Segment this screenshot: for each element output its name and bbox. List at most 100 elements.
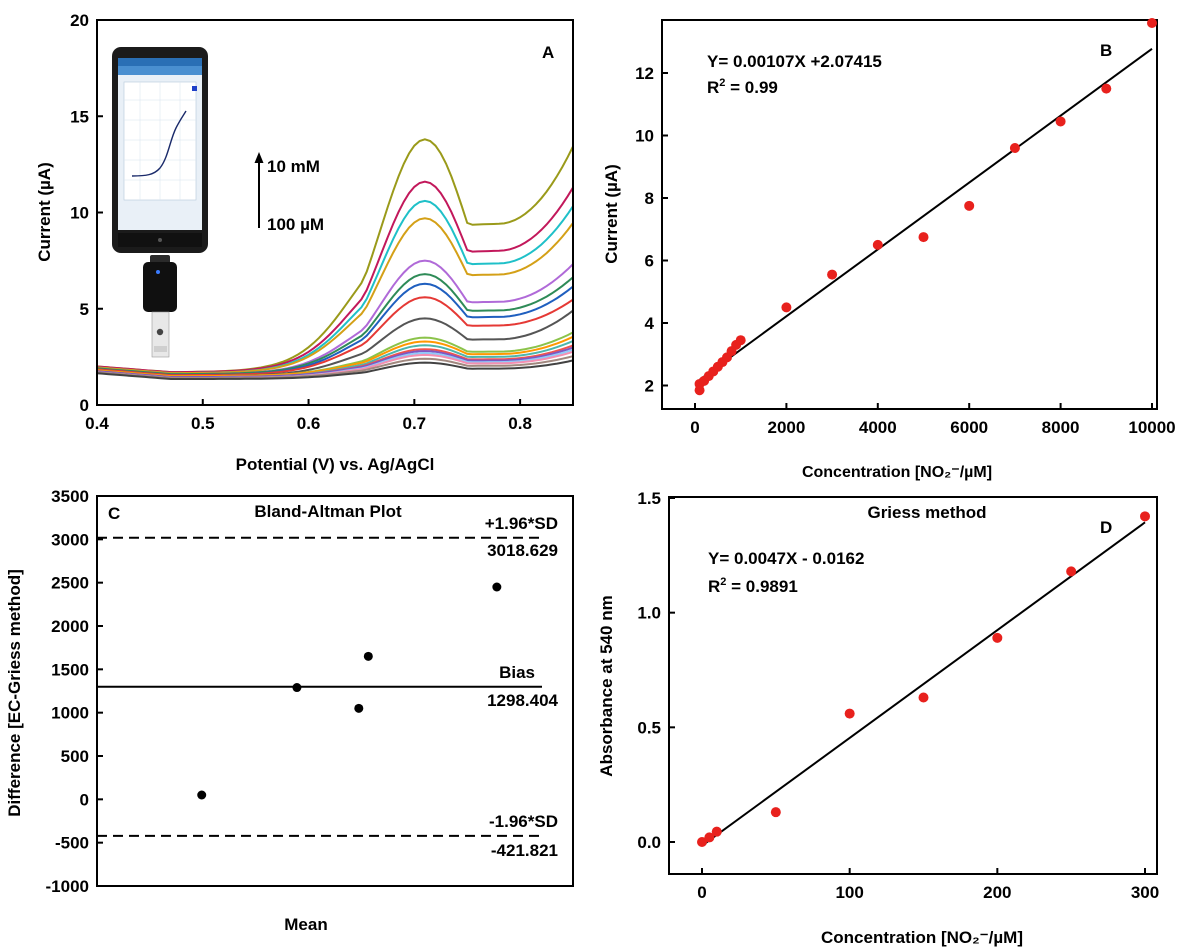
- panel-d-ytick-label: 1.0: [637, 604, 661, 623]
- panel-c-ytick-label: 2500: [51, 574, 89, 593]
- panel-a-ytick-label: 20: [70, 11, 89, 30]
- panel-b-equation: Y= 0.00107X +2.07415: [707, 52, 882, 71]
- panel-b-xtick-label: 0: [690, 418, 699, 437]
- panel-d-ticks: 0 100 200 300 0.0 0.5 1.0 1.5: [637, 489, 1159, 902]
- panel-c-ytick-label: 3500: [51, 487, 89, 506]
- panel-c-ytick-label: 1500: [51, 660, 89, 679]
- lower-limit-value: -421.821: [491, 841, 558, 860]
- panel-d-r2: R2 = 0.9891: [708, 576, 798, 596]
- panel-d-point: [1066, 566, 1077, 577]
- panel-d-point: [918, 692, 929, 703]
- panel-c-ytick-label: 1000: [51, 704, 89, 723]
- panel-b-point: [1009, 143, 1020, 153]
- panel-c-ylabel: Difference [EC-Griess method]: [5, 569, 24, 817]
- bias-label: Bias: [499, 663, 535, 682]
- panel-a-xlabel: Potential (V) vs. Ag/AgCl: [236, 455, 435, 474]
- panel-a-xtick-label: 0.8: [508, 414, 532, 433]
- panel-a-ytick-label: 10: [70, 204, 89, 223]
- panel-b-point: [1101, 83, 1112, 94]
- panel-b-point: [735, 335, 746, 346]
- panel-c-frame: [96, 495, 574, 887]
- panel-c-title: Bland-Altman Plot: [254, 502, 402, 521]
- bias-value: 1298.404: [487, 691, 558, 710]
- panel-b-xtick-label: 4000: [859, 418, 897, 437]
- upper-limit-value: 3018.629: [487, 541, 558, 560]
- panel-d-point: [711, 826, 722, 837]
- panel-b-xlabel: Concentration [NO₂⁻/µM]: [802, 464, 992, 481]
- panel-a-ytick-label: 15: [70, 107, 89, 126]
- panel-c-ytick-label: -1000: [46, 877, 89, 896]
- panel-b-point: [872, 239, 883, 250]
- panel-d-xtick-label: 0: [697, 883, 706, 902]
- panel-c-letter: C: [108, 504, 120, 523]
- panel-c-point: [197, 790, 207, 800]
- panel-c-ytick-label: 0: [80, 790, 89, 809]
- panel-b-ylabel: Current (µA): [602, 164, 621, 264]
- panel-b-point: [1055, 116, 1066, 127]
- panel-d-ylabel: Absorbance at 540 nm: [597, 595, 616, 776]
- panel-a-xtick-label: 0.5: [191, 414, 215, 433]
- panel-b-frame: [661, 19, 1158, 410]
- panel-d-point: [697, 837, 707, 847]
- annotation-bottom: 100 µM: [267, 215, 324, 234]
- panel-d-ytick-label: 0.0: [637, 833, 661, 852]
- panel-b-r2: R2 = 0.99: [707, 77, 778, 97]
- panel-a-xtick-label: 0.4: [85, 414, 109, 433]
- panel-b-ytick-label: 12: [635, 64, 654, 83]
- panel-a-ylabel: Current (µA): [35, 162, 54, 262]
- panel-b-point: [964, 200, 975, 211]
- panel-a-xtick-label: 0.7: [403, 414, 427, 433]
- panel-b-points: [694, 18, 1157, 396]
- panel-b: 0 2000 4000 6000 8000 10000 2 4 6 8 10 12 Y= 0.0010…: [602, 18, 1176, 481]
- panel-b-xtick-label: 6000: [950, 418, 988, 437]
- panel-d-ytick-label: 0.5: [637, 718, 661, 737]
- panel-b-fit-line: [698, 48, 1153, 381]
- smartphone-icon: [112, 47, 208, 358]
- panel-b-xtick-label: 2000: [767, 418, 805, 437]
- panel-d-frame: [668, 496, 1158, 875]
- panel-c-ytick-label: 3000: [51, 530, 89, 549]
- panel-c-ticks: -1000 -500 0 500 1000 1500 2000 2500 3000 3500: [46, 487, 103, 896]
- panel-b-letter: B: [1100, 41, 1112, 60]
- panel-a-ticks: 0.4 0.5 0.6 0.7 0.8 0 5 10 15 20: [70, 11, 532, 433]
- panel-b-point: [781, 302, 792, 313]
- panel-d: 0 100 200 300 0.0 0.5 1.0 1.5 Griess method D Y…: [597, 489, 1159, 947]
- panel-c-ytick-label: 2000: [51, 617, 89, 636]
- panel-d-point: [1140, 511, 1150, 522]
- panel-b-ticks: 0 2000 4000 6000 8000 10000 2 4 6 8 10 12: [635, 64, 1176, 437]
- panel-b-ytick-label: 4: [645, 314, 655, 333]
- panel-d-point: [704, 832, 715, 843]
- panel-b-ytick-label: 6: [645, 252, 654, 271]
- panel-c-point: [354, 703, 364, 713]
- panel-a-curves: [96, 138, 574, 380]
- panel-d-xlabel: Concentration [NO₂⁻/µM]: [821, 928, 1023, 947]
- panel-b-ytick-label: 10: [635, 127, 654, 146]
- panel-c-xlabel: Mean: [284, 915, 327, 934]
- upper-limit-label: +1.96*SD: [485, 514, 558, 533]
- panel-d-equation: Y= 0.0047X - 0.0162: [708, 549, 864, 568]
- lower-limit-label: -1.96*SD: [489, 812, 558, 831]
- panel-a-letter: A: [542, 43, 554, 62]
- panel-d-ytick-label: 1.5: [637, 489, 661, 508]
- panel-d-xtick-label: 300: [1131, 883, 1159, 902]
- panel-d-point: [844, 708, 855, 719]
- panel-a-xtick-label: 0.6: [297, 414, 321, 433]
- panel-d-title: Griess method: [867, 503, 986, 522]
- panel-a-ytick-label: 5: [80, 300, 89, 319]
- panel-b-point: [827, 269, 838, 280]
- panel-c-point: [492, 582, 502, 592]
- panel-b-ytick-label: 2: [645, 377, 654, 396]
- panel-a: 0.4 0.5 0.6 0.7 0.8 0 5 10 15 20 A 10 mM 100 µM P…: [35, 11, 574, 474]
- panel-d-point: [992, 632, 1003, 643]
- panel-d-xtick-label: 200: [983, 883, 1011, 902]
- panel-b-point: [918, 232, 929, 243]
- panel-d-fit-line: [701, 521, 1146, 847]
- annotation-top: 10 mM: [267, 157, 320, 176]
- panel-c-points: [197, 582, 502, 800]
- panel-b-xtick-label: 10000: [1128, 418, 1175, 437]
- panel-c-point: [292, 683, 302, 693]
- panel-b-point: [1147, 18, 1157, 28]
- panel-d-point: [770, 807, 781, 818]
